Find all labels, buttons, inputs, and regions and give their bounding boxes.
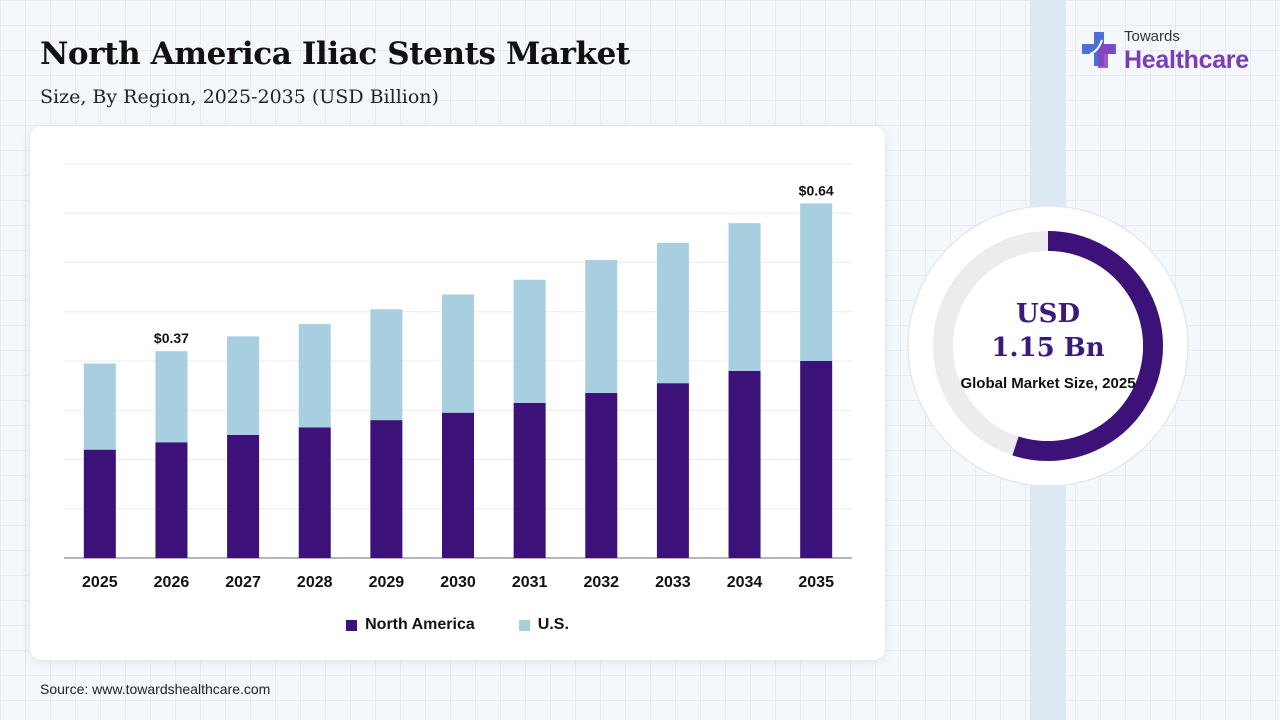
bar-north-america-2035 xyxy=(800,361,833,558)
bar-north-america-2030 xyxy=(442,412,474,558)
bar-us-2025 xyxy=(83,363,116,450)
x-tick-label: 2025 xyxy=(82,574,118,591)
bar-north-america-2032 xyxy=(585,393,618,558)
bar-north-america-2029 xyxy=(370,420,403,558)
logo-text-small: Towards xyxy=(1124,28,1180,45)
x-tick-label: 2032 xyxy=(583,574,619,591)
donut-value: 1.15 Bn xyxy=(991,332,1105,363)
bar-us-2032 xyxy=(585,260,618,394)
bar-us-2034 xyxy=(728,223,761,371)
x-tick-label: 2026 xyxy=(154,574,190,591)
donut-center-text: USD 1.15 Bn Global Market Size, 2025 xyxy=(906,204,1190,488)
x-tick-label: 2033 xyxy=(655,574,691,591)
bar-north-america-2026 xyxy=(155,442,188,558)
legend-swatch-us xyxy=(518,619,530,631)
bar-us-2031 xyxy=(513,279,546,403)
bar-us-2028 xyxy=(298,324,331,428)
legend-item-us: U.S. xyxy=(518,616,569,634)
bar-us-2035 xyxy=(800,203,833,361)
x-tick-label: 2029 xyxy=(369,574,405,591)
legend-swatch-north-america xyxy=(346,619,358,631)
brand-logo: Towards Healthcare xyxy=(1080,26,1260,82)
bar-north-america-2031 xyxy=(513,402,546,558)
bar-north-america-2028 xyxy=(298,427,331,558)
x-tick-label: 2031 xyxy=(512,574,548,591)
donut-ring xyxy=(907,205,1189,487)
x-tick-label: 2027 xyxy=(225,574,261,591)
bar-us-2027 xyxy=(227,336,260,435)
logo-text-large: Healthcare xyxy=(1124,46,1249,74)
chart-card: 2025 2026 $0.37 2027 2028 2029 2030 2031 2032 203… xyxy=(30,126,885,660)
x-tick-label: 2034 xyxy=(727,574,763,591)
legend-item-north-america: North America xyxy=(346,616,475,634)
legend-label-north-america: North America xyxy=(365,616,475,633)
stacked-bar-chart: 2025 2026 $0.37 2027 2028 2029 2030 2031 2032 203… xyxy=(64,163,852,591)
bar-us-2026 xyxy=(155,351,188,443)
chart-legend: North America U.S. xyxy=(30,616,885,634)
data-label-2026: $0.37 xyxy=(154,330,189,346)
bar-us-2033 xyxy=(656,242,689,384)
page-title: North America Iliac Stents Market xyxy=(40,36,630,72)
x-tick-label: 2035 xyxy=(798,574,834,591)
cross-icon xyxy=(1082,32,1116,68)
legend-label-us: U.S. xyxy=(537,616,569,633)
bar-north-america-2034 xyxy=(728,370,761,558)
bar-north-america-2033 xyxy=(656,383,689,558)
x-tick-label: 2030 xyxy=(440,574,476,591)
data-label-2035: $0.64 xyxy=(799,182,834,198)
bar-north-america-2025 xyxy=(83,449,116,558)
donut-value-arc xyxy=(1012,231,1163,461)
bar-us-2029 xyxy=(370,309,403,421)
source-note: Source: www.towardshealthcare.com xyxy=(40,681,271,697)
page-subtitle: Size, By Region, 2025-2035 (USD Billion) xyxy=(40,86,439,108)
donut-label: Global Market Size, 2025 xyxy=(960,375,1136,393)
donut-currency: USD xyxy=(1016,298,1080,329)
x-tick-label: 2028 xyxy=(297,574,333,591)
bar-us-2030 xyxy=(442,294,474,413)
donut-inner-disc xyxy=(953,251,1143,441)
market-size-donut: USD 1.15 Bn Global Market Size, 2025 xyxy=(906,204,1190,488)
bar-north-america-2027 xyxy=(227,434,260,558)
